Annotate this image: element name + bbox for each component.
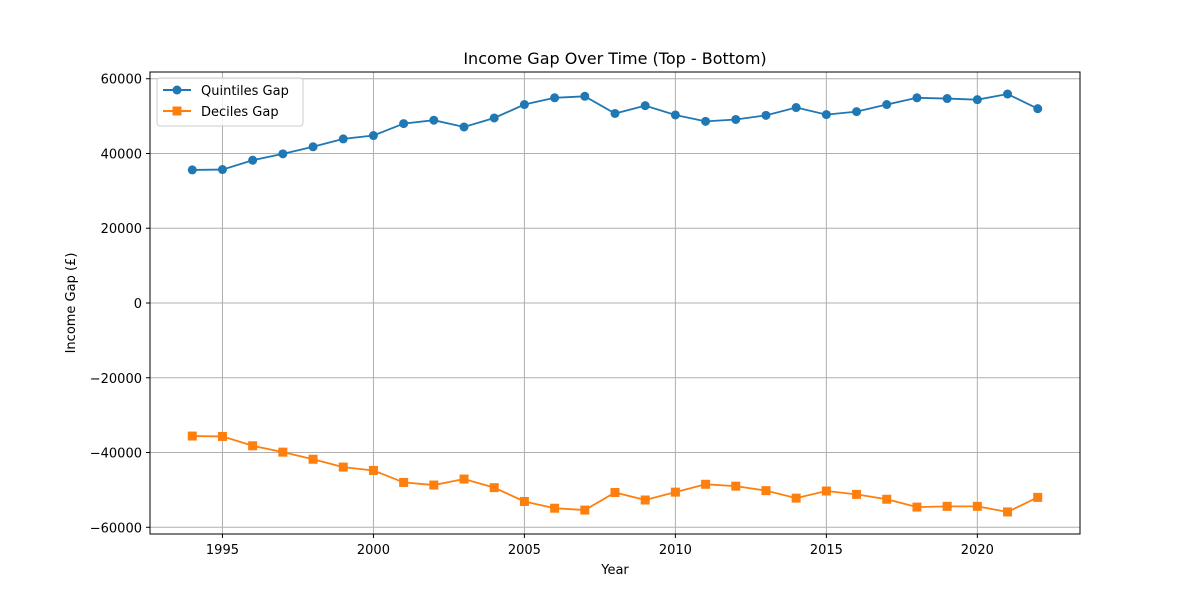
x-tick-label: 2015 xyxy=(810,543,843,558)
data-point xyxy=(368,465,378,475)
series-layer xyxy=(187,89,1043,517)
data-point xyxy=(399,119,409,129)
data-point xyxy=(670,487,680,497)
data-point xyxy=(187,165,197,175)
data-point xyxy=(217,165,227,175)
data-point xyxy=(187,431,197,441)
data-point xyxy=(972,501,982,511)
data-point xyxy=(248,441,258,451)
axis-ticks: 1995 2000 2005 2010 2015 2020 −60000 −40000 −200… xyxy=(90,73,994,558)
series-0 xyxy=(187,89,1043,175)
grid-lines xyxy=(150,72,1080,534)
y-tick-label: 20000 xyxy=(101,222,142,237)
series-1 xyxy=(187,431,1043,517)
data-point xyxy=(519,100,529,110)
data-point xyxy=(459,474,469,484)
data-point xyxy=(852,489,862,499)
data-point xyxy=(399,477,409,487)
data-point xyxy=(459,122,469,132)
y-tick-label: −20000 xyxy=(90,372,142,387)
data-point xyxy=(972,95,982,105)
data-point xyxy=(912,93,922,103)
data-point xyxy=(278,149,288,159)
legend-marker-deciles xyxy=(172,106,182,116)
x-axis-label: Year xyxy=(600,563,629,578)
data-point xyxy=(912,502,922,512)
x-tick-label: 2000 xyxy=(357,543,390,558)
data-point xyxy=(731,481,741,491)
data-point xyxy=(338,462,348,472)
data-point xyxy=(610,108,620,118)
data-point xyxy=(942,501,952,511)
data-point xyxy=(791,493,801,503)
data-point xyxy=(610,488,620,498)
chart-title: Income Gap Over Time (Top - Bottom) xyxy=(463,49,766,68)
legend: Quintiles Gap Deciles Gap xyxy=(156,77,304,127)
legend-marker-quintiles xyxy=(172,85,182,95)
legend-box xyxy=(156,77,304,127)
data-point xyxy=(489,483,499,493)
data-point xyxy=(852,107,862,117)
data-point xyxy=(278,447,288,457)
data-point xyxy=(550,503,560,513)
data-point xyxy=(1003,89,1013,99)
data-point xyxy=(701,479,711,489)
data-point xyxy=(308,454,318,464)
data-point xyxy=(701,116,711,126)
data-point xyxy=(761,486,771,496)
data-point xyxy=(821,486,831,496)
data-point xyxy=(580,505,590,515)
y-tick-label: 60000 xyxy=(101,73,142,88)
data-point xyxy=(308,142,318,152)
data-point xyxy=(248,155,258,165)
legend-label-deciles: Deciles Gap xyxy=(201,105,279,120)
data-point xyxy=(761,110,771,120)
data-point xyxy=(640,495,650,505)
data-point xyxy=(429,115,439,125)
data-point xyxy=(882,100,892,110)
y-tick-label: −60000 xyxy=(90,521,142,536)
data-point xyxy=(429,480,439,490)
x-tick-label: 2020 xyxy=(961,543,994,558)
data-point xyxy=(368,131,378,141)
data-point xyxy=(791,103,801,113)
data-point xyxy=(640,101,650,111)
legend-label-quintiles: Quintiles Gap xyxy=(201,84,289,99)
data-point xyxy=(882,494,892,504)
data-point xyxy=(731,114,741,124)
y-tick-label: −40000 xyxy=(90,447,142,462)
y-tick-label: 0 xyxy=(134,297,142,312)
data-point xyxy=(1003,507,1013,517)
data-point xyxy=(821,110,831,120)
data-point xyxy=(338,134,348,144)
data-point xyxy=(1033,492,1043,502)
data-point xyxy=(217,431,227,441)
data-point xyxy=(580,91,590,101)
x-tick-label: 1995 xyxy=(206,543,239,558)
data-point xyxy=(519,496,529,506)
data-point xyxy=(942,94,952,104)
data-point xyxy=(1033,104,1043,114)
y-tick-label: 40000 xyxy=(101,147,142,162)
data-point xyxy=(489,113,499,123)
data-point xyxy=(550,93,560,103)
x-tick-label: 2010 xyxy=(659,543,692,558)
x-tick-label: 2005 xyxy=(508,543,541,558)
data-point xyxy=(670,110,680,120)
y-axis-label: Income Gap (£) xyxy=(64,253,79,354)
